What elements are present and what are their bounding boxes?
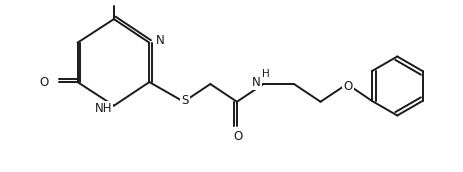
Text: O: O <box>344 80 353 93</box>
Text: NH: NH <box>94 102 112 115</box>
Text: S: S <box>181 94 188 107</box>
Text: O: O <box>233 130 243 143</box>
Text: O: O <box>40 76 49 89</box>
Text: H: H <box>262 69 269 79</box>
Text: N: N <box>252 76 261 89</box>
Text: N: N <box>156 34 165 47</box>
